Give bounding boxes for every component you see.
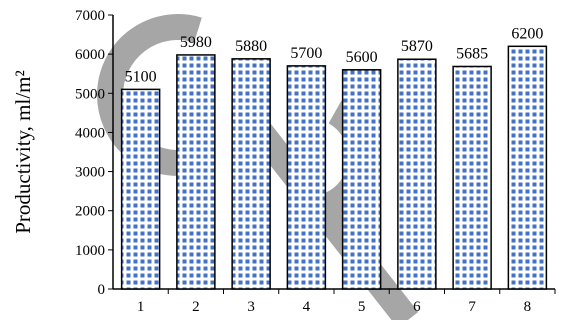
y-tick-label: 0 [98,282,106,298]
bar-1 [120,88,161,290]
data-label-1: 5100 [125,68,157,85]
x-axis-ticks: 1 2 3 4 5 6 7 8 [137,289,556,315]
bar-4 [286,65,327,290]
y-axis-ticks: 0 1000 2000 3000 4000 5000 6000 7000 [75,8,113,298]
data-label-2: 5980 [180,34,212,51]
x-tick-label: 5 [358,299,366,315]
x-tick-label: 6 [413,299,421,315]
bar-3 [231,58,271,290]
bar-7 [452,65,492,290]
x-tick-label: 1 [137,299,145,315]
data-label-4: 5700 [290,45,322,62]
x-tick-label: 8 [524,299,532,315]
data-label-3: 5880 [235,38,267,55]
x-tick-label: 3 [247,299,255,315]
y-tick-label: 3000 [75,165,105,181]
data-label-8: 6200 [511,25,543,42]
y-tick-label: 6000 [75,47,105,63]
y-tick-label: 7000 [75,8,105,24]
y-tick-label: 1000 [75,243,105,259]
y-tick-label: 2000 [75,204,105,220]
x-tick-label: 2 [192,299,200,315]
x-tick-label: 7 [468,299,476,315]
data-label-5: 5600 [346,49,378,66]
bar-5 [341,69,382,290]
y-axis-title: Productivity, ml/m² [11,70,35,234]
bar-2 [176,54,216,290]
y-tick-label: 4000 [75,125,105,141]
bar-6 [397,58,437,290]
data-label-6: 5870 [401,38,433,55]
bars: 5100 5980 5880 5700 5600 5870 5685 6200 [120,25,548,290]
data-label-7: 5685 [456,45,488,62]
bar-8 [507,45,548,290]
y-tick-label: 5000 [75,86,105,102]
x-tick-label: 4 [303,299,311,315]
